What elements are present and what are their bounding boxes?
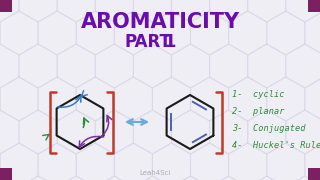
Text: 4-  Huckel's Rule: 4- Huckel's Rule [232, 141, 320, 150]
Text: 3-  Conjugated: 3- Conjugated [232, 124, 306, 133]
Text: 1-  cyclic: 1- cyclic [232, 90, 284, 99]
Bar [0, 0, 12, 12]
Text: 1: 1 [164, 33, 176, 51]
Bar [308, 168, 320, 180]
Text: Leah4Sci: Leah4Sci [139, 170, 171, 176]
Text: AROMATICITY: AROMATICITY [80, 12, 240, 32]
Text: PART: PART [124, 33, 172, 51]
Text: 2-  planar: 2- planar [232, 107, 284, 116]
Bar [0, 168, 12, 180]
Bar [308, 0, 320, 12]
